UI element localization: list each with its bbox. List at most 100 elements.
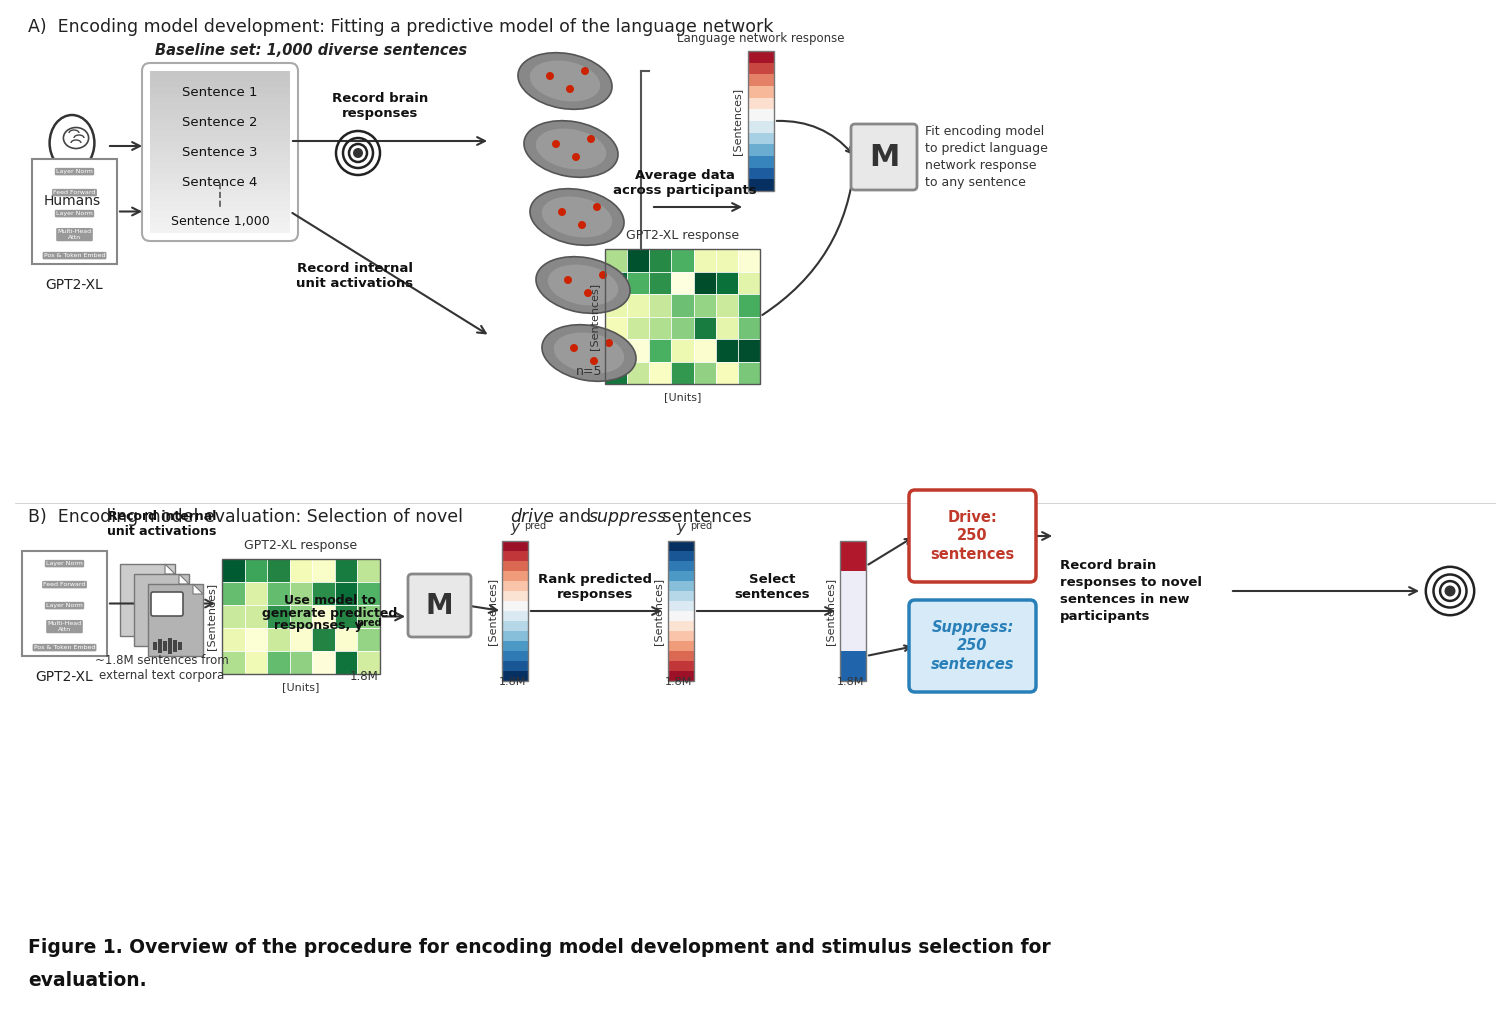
Bar <box>149 162 290 168</box>
Bar <box>149 211 290 216</box>
Bar <box>149 130 290 135</box>
Text: Pos & Token Embed: Pos & Token Embed <box>33 645 95 650</box>
Text: Multi-Head
Attn: Multi-Head Attn <box>47 621 82 632</box>
Text: Baseline set: 1,000 diverse sentences: Baseline set: 1,000 diverse sentences <box>156 43 467 58</box>
Bar <box>358 559 381 582</box>
Bar <box>747 63 775 74</box>
Bar <box>134 574 189 646</box>
Circle shape <box>559 208 566 216</box>
Bar <box>667 661 695 671</box>
Bar <box>649 316 672 339</box>
Bar <box>245 559 267 582</box>
Text: A)  Encoding model development: Fitting a predictive model of the language netwo: A) Encoding model development: Fitting a… <box>29 18 773 36</box>
Text: [Sentences]: [Sentences] <box>824 578 835 644</box>
Text: 1.8M: 1.8M <box>837 677 864 687</box>
Circle shape <box>566 85 574 93</box>
Bar <box>606 249 760 384</box>
Bar <box>245 582 267 605</box>
Text: Language network response: Language network response <box>678 32 844 45</box>
Text: Feed Forward: Feed Forward <box>53 190 95 195</box>
Bar <box>672 249 693 272</box>
Text: Record brain
responses: Record brain responses <box>332 92 429 120</box>
Circle shape <box>565 276 572 284</box>
Text: 1.8M: 1.8M <box>349 670 378 683</box>
Text: Fit encoding model
to predict language
network response
to any sentence: Fit encoding model to predict language n… <box>926 125 1048 189</box>
Bar <box>267 582 290 605</box>
Bar <box>313 605 335 628</box>
FancyBboxPatch shape <box>909 600 1036 692</box>
Bar <box>501 601 528 611</box>
Text: Layer Norm: Layer Norm <box>47 561 83 566</box>
Bar <box>313 582 335 605</box>
Text: Record internal
unit activations: Record internal unit activations <box>107 510 217 538</box>
Bar <box>501 671 528 681</box>
Bar <box>672 294 693 316</box>
Bar <box>840 611 867 621</box>
Text: y: y <box>510 520 519 535</box>
Text: suppress: suppress <box>589 508 667 526</box>
Ellipse shape <box>542 324 636 382</box>
Bar <box>649 272 672 294</box>
Text: Average data
across participants: Average data across participants <box>613 169 757 197</box>
Bar <box>693 339 716 361</box>
Bar <box>290 628 313 652</box>
Bar <box>222 559 381 674</box>
Circle shape <box>584 289 592 297</box>
Bar <box>716 294 738 316</box>
Bar <box>119 564 175 636</box>
Bar <box>267 559 290 582</box>
Bar <box>672 361 693 384</box>
Bar <box>672 339 693 361</box>
Bar <box>747 74 775 86</box>
Bar <box>667 561 695 571</box>
Bar <box>672 272 693 294</box>
Bar <box>747 167 775 180</box>
Bar <box>358 652 381 674</box>
Bar <box>840 601 867 611</box>
Bar <box>747 51 775 191</box>
FancyBboxPatch shape <box>151 592 183 616</box>
Bar <box>606 339 627 361</box>
Bar <box>149 205 290 211</box>
Bar <box>747 110 775 121</box>
Text: Layer Norm: Layer Norm <box>47 603 83 608</box>
Bar <box>501 621 528 631</box>
Bar <box>501 661 528 671</box>
Text: M: M <box>868 143 898 171</box>
Text: Drive:
250
sentences: Drive: 250 sentences <box>930 510 1015 562</box>
Bar <box>313 652 335 674</box>
Circle shape <box>599 271 607 279</box>
Bar <box>747 156 775 167</box>
Ellipse shape <box>542 197 612 237</box>
Bar <box>149 222 290 228</box>
Bar <box>738 294 760 316</box>
Bar <box>667 541 695 551</box>
Bar <box>163 641 166 652</box>
Text: Select
sentences: Select sentences <box>734 573 809 601</box>
Bar <box>335 652 358 674</box>
Bar <box>747 180 775 191</box>
Bar <box>738 272 760 294</box>
Bar <box>267 628 290 652</box>
Ellipse shape <box>530 61 601 102</box>
Bar <box>649 339 672 361</box>
Bar <box>840 661 867 671</box>
Bar <box>606 361 627 384</box>
Circle shape <box>593 203 601 211</box>
Bar <box>358 628 381 652</box>
Bar <box>667 652 695 661</box>
Ellipse shape <box>554 332 624 373</box>
Bar <box>149 184 290 190</box>
Text: Multi-Head
Attn: Multi-Head Attn <box>57 229 92 240</box>
Bar <box>501 551 528 561</box>
Text: Record internal
unit activations: Record internal unit activations <box>296 262 414 290</box>
Bar <box>501 631 528 641</box>
Bar <box>667 641 695 652</box>
Text: GPT2-XL: GPT2-XL <box>45 278 103 292</box>
Bar <box>149 173 290 179</box>
Text: 1.8M: 1.8M <box>664 677 692 687</box>
Bar <box>667 611 695 621</box>
Ellipse shape <box>518 52 612 110</box>
Bar <box>222 652 245 674</box>
Ellipse shape <box>530 189 624 245</box>
